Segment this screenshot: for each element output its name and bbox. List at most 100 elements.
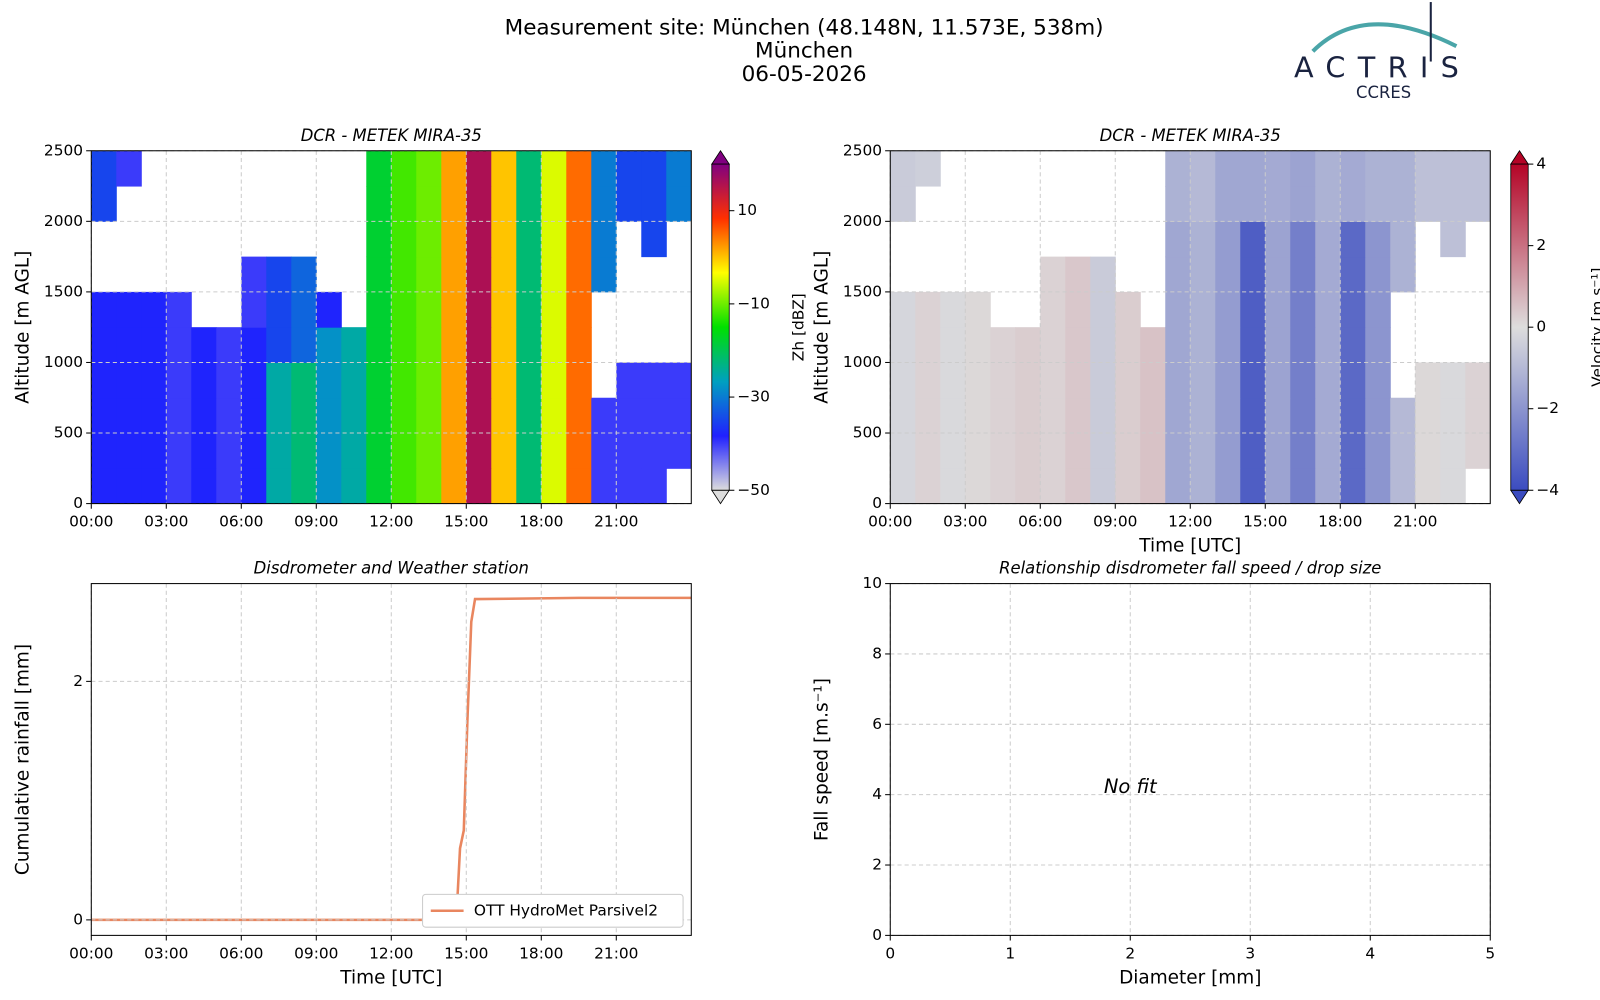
heatmap-cell: [1040, 327, 1066, 363]
heatmap-cell: [441, 433, 467, 469]
heatmap-cell: [541, 150, 567, 187]
heatmap-cell: [1240, 186, 1266, 222]
heatmap-cell: [316, 291, 342, 328]
axes-frame: [90, 583, 692, 936]
heatmap-cell: [1465, 362, 1491, 399]
heatmap-cell: [541, 327, 567, 363]
heatmap-cell: [416, 468, 442, 504]
heatmap-cell: [516, 327, 542, 363]
colorbar-tick-label: 0: [1536, 318, 1546, 336]
heatmap-cell: [141, 327, 167, 363]
heatmap-cell: [391, 468, 417, 504]
heatmap-cell: [940, 362, 966, 399]
heatmap-cell: [216, 327, 242, 363]
colorbar-tick-label: −10: [737, 294, 769, 312]
heatmap-cell: [1440, 186, 1466, 222]
x-tick-label: 18:00: [519, 513, 563, 531]
heatmap-cell: [1315, 468, 1341, 504]
x-tick-label: 15:00: [1243, 513, 1287, 531]
heatmap-cell: [1040, 291, 1066, 328]
heatmap-cell: [1015, 433, 1041, 469]
heatmap-cell: [1440, 397, 1466, 434]
x-axis-label: Time [UTC]: [1138, 536, 1241, 557]
heatmap-cell: [616, 362, 642, 399]
heatmap-cell: [1065, 468, 1091, 504]
heatmap-cell: [1115, 291, 1141, 328]
colorbar-tick-label: 10: [737, 201, 757, 219]
x-tick-label: 09:00: [1093, 513, 1137, 531]
heatmap-cell: [91, 150, 117, 187]
x-tick-label: 00:00: [868, 513, 912, 531]
heatmap-cell: [641, 433, 667, 469]
heatmap-cell: [1140, 397, 1166, 434]
y-tick-label: 2500: [843, 141, 882, 159]
heatmap-cell: [266, 433, 292, 469]
heatmap-cell: [91, 362, 117, 399]
heatmap-cell: [541, 221, 567, 258]
heatmap-cell: [1090, 362, 1116, 399]
x-tick-label: 06:00: [219, 513, 263, 531]
heatmap-cell: [191, 433, 217, 469]
plot-content: [91, 596, 692, 922]
heatmap-cell: [1165, 362, 1191, 399]
heatmap-cell: [541, 291, 567, 328]
axes-frame: [90, 150, 692, 505]
heatmap-cell: [1290, 291, 1316, 328]
heatmap-cell: [491, 362, 517, 399]
heatmap-cell: [1440, 433, 1466, 469]
x-tick-label: 12:00: [369, 513, 413, 531]
y-tick-label: 0: [73, 494, 83, 512]
heatmap-cell: [391, 397, 417, 434]
heatmap-cell: [1065, 433, 1091, 469]
heatmap-cell: [441, 186, 467, 222]
heatmap-cell: [1115, 362, 1141, 399]
heatmap-cell: [1040, 433, 1066, 469]
heatmap-cell: [116, 150, 142, 187]
heatmap-cell: [241, 291, 267, 328]
heatmap-cell: [591, 256, 617, 293]
logo: ACTRIS CCRES: [1294, 2, 1459, 102]
heatmap-cell: [1215, 256, 1241, 293]
heatmap-cell: [890, 468, 916, 504]
y-tick-label: 0: [872, 494, 882, 512]
heatmap-cell: [241, 433, 267, 469]
heatmap-cell: [1315, 186, 1341, 222]
heatmap-cell: [1240, 221, 1266, 258]
colorbar-tick-label: 4: [1536, 155, 1546, 173]
heatmap-cell: [491, 433, 517, 469]
heatmap-cell: [1240, 362, 1266, 399]
heatmap-cell: [191, 397, 217, 434]
heatmap-cell: [1190, 221, 1216, 258]
heatmap-cell: [266, 468, 292, 504]
heatmap-cell: [666, 397, 692, 434]
heatmap-cell: [591, 150, 617, 187]
heatmap-cell: [1265, 291, 1291, 328]
heatmap-cell: [990, 468, 1016, 504]
heatmap-cell: [1390, 468, 1416, 504]
heatmap-cell: [466, 433, 492, 469]
heatmap-cell: [566, 433, 592, 469]
y-tick-label: 2000: [843, 212, 882, 230]
heatmap-cell: [241, 327, 267, 363]
heatmap-cell: [1340, 327, 1366, 363]
heatmap-cell: [316, 433, 342, 469]
heatmap-cell: [641, 150, 667, 187]
heatmap-cell: [91, 327, 117, 363]
heatmap-cell: [1390, 256, 1416, 293]
heatmap-cell: [915, 327, 941, 363]
heatmap-cell: [391, 327, 417, 363]
x-tick-label: 09:00: [294, 513, 338, 531]
heatmap-cell: [366, 362, 392, 399]
heatmap-cell: [591, 433, 617, 469]
x-axis-label: Time [UTC]: [339, 967, 442, 988]
heatmap-cell: [1365, 468, 1391, 504]
heatmap-cell: [1290, 362, 1316, 399]
heatmap-cell: [965, 397, 991, 434]
heatmap-cell: [1240, 256, 1266, 293]
heatmap-cell: [1140, 433, 1166, 469]
x-tick-label: 06:00: [219, 944, 263, 962]
heatmap-cell: [566, 362, 592, 399]
heatmap-cell: [441, 327, 467, 363]
heatmap-cell: [990, 327, 1016, 363]
heatmap-cell: [1340, 186, 1366, 222]
